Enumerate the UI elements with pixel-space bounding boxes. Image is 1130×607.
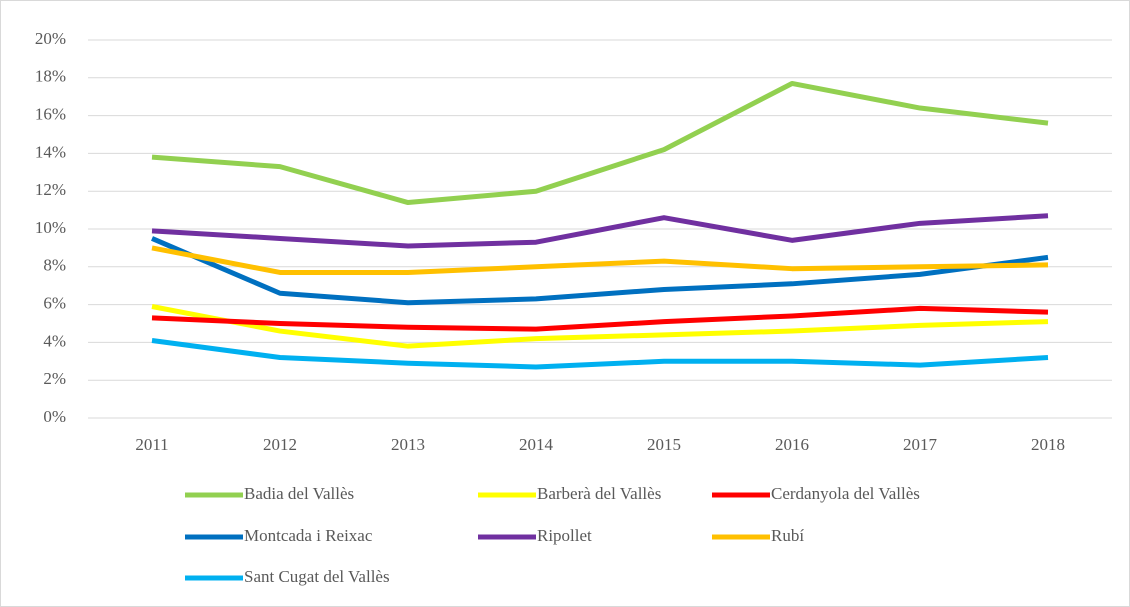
y-tick-label: 14% [35, 142, 66, 161]
x-tick-label: 2014 [519, 435, 554, 454]
y-tick-label: 20% [35, 29, 66, 48]
x-tick-label: 2011 [135, 435, 168, 454]
x-tick-label: 2016 [775, 435, 809, 454]
legend-label: Rubí [771, 526, 804, 545]
x-tick-label: 2015 [647, 435, 681, 454]
y-tick-label: 18% [35, 67, 66, 86]
y-tick-label: 12% [35, 180, 66, 199]
y-tick-label: 4% [43, 331, 66, 350]
legend-label: Sant Cugat del Vallès [244, 567, 390, 586]
series-line [151, 245, 1049, 275]
legend-label: Cerdanyola del Vallès [771, 484, 920, 503]
y-tick-label: 6% [43, 294, 66, 313]
series-line [151, 338, 1049, 370]
legend-label: Ripollet [537, 526, 592, 545]
series-line [151, 304, 1049, 349]
x-tick-label: 2017 [903, 435, 938, 454]
legend-label: Barberà del Vallès [537, 484, 661, 503]
y-tick-label: 16% [35, 105, 66, 124]
legend-label: Badia del Vallès [244, 484, 354, 503]
series-line [151, 213, 1049, 249]
x-tick-label: 2018 [1031, 435, 1065, 454]
legend-label: Montcada i Reixac [244, 526, 373, 545]
x-tick-label: 2012 [263, 435, 297, 454]
series-line [151, 236, 1049, 306]
y-tick-label: 10% [35, 218, 66, 237]
y-tick-label: 2% [43, 369, 66, 388]
x-tick-label: 2013 [391, 435, 425, 454]
series-line [151, 80, 1049, 206]
y-tick-label: 0% [43, 407, 66, 426]
series-line [151, 305, 1049, 332]
y-tick-label: 8% [43, 256, 66, 275]
